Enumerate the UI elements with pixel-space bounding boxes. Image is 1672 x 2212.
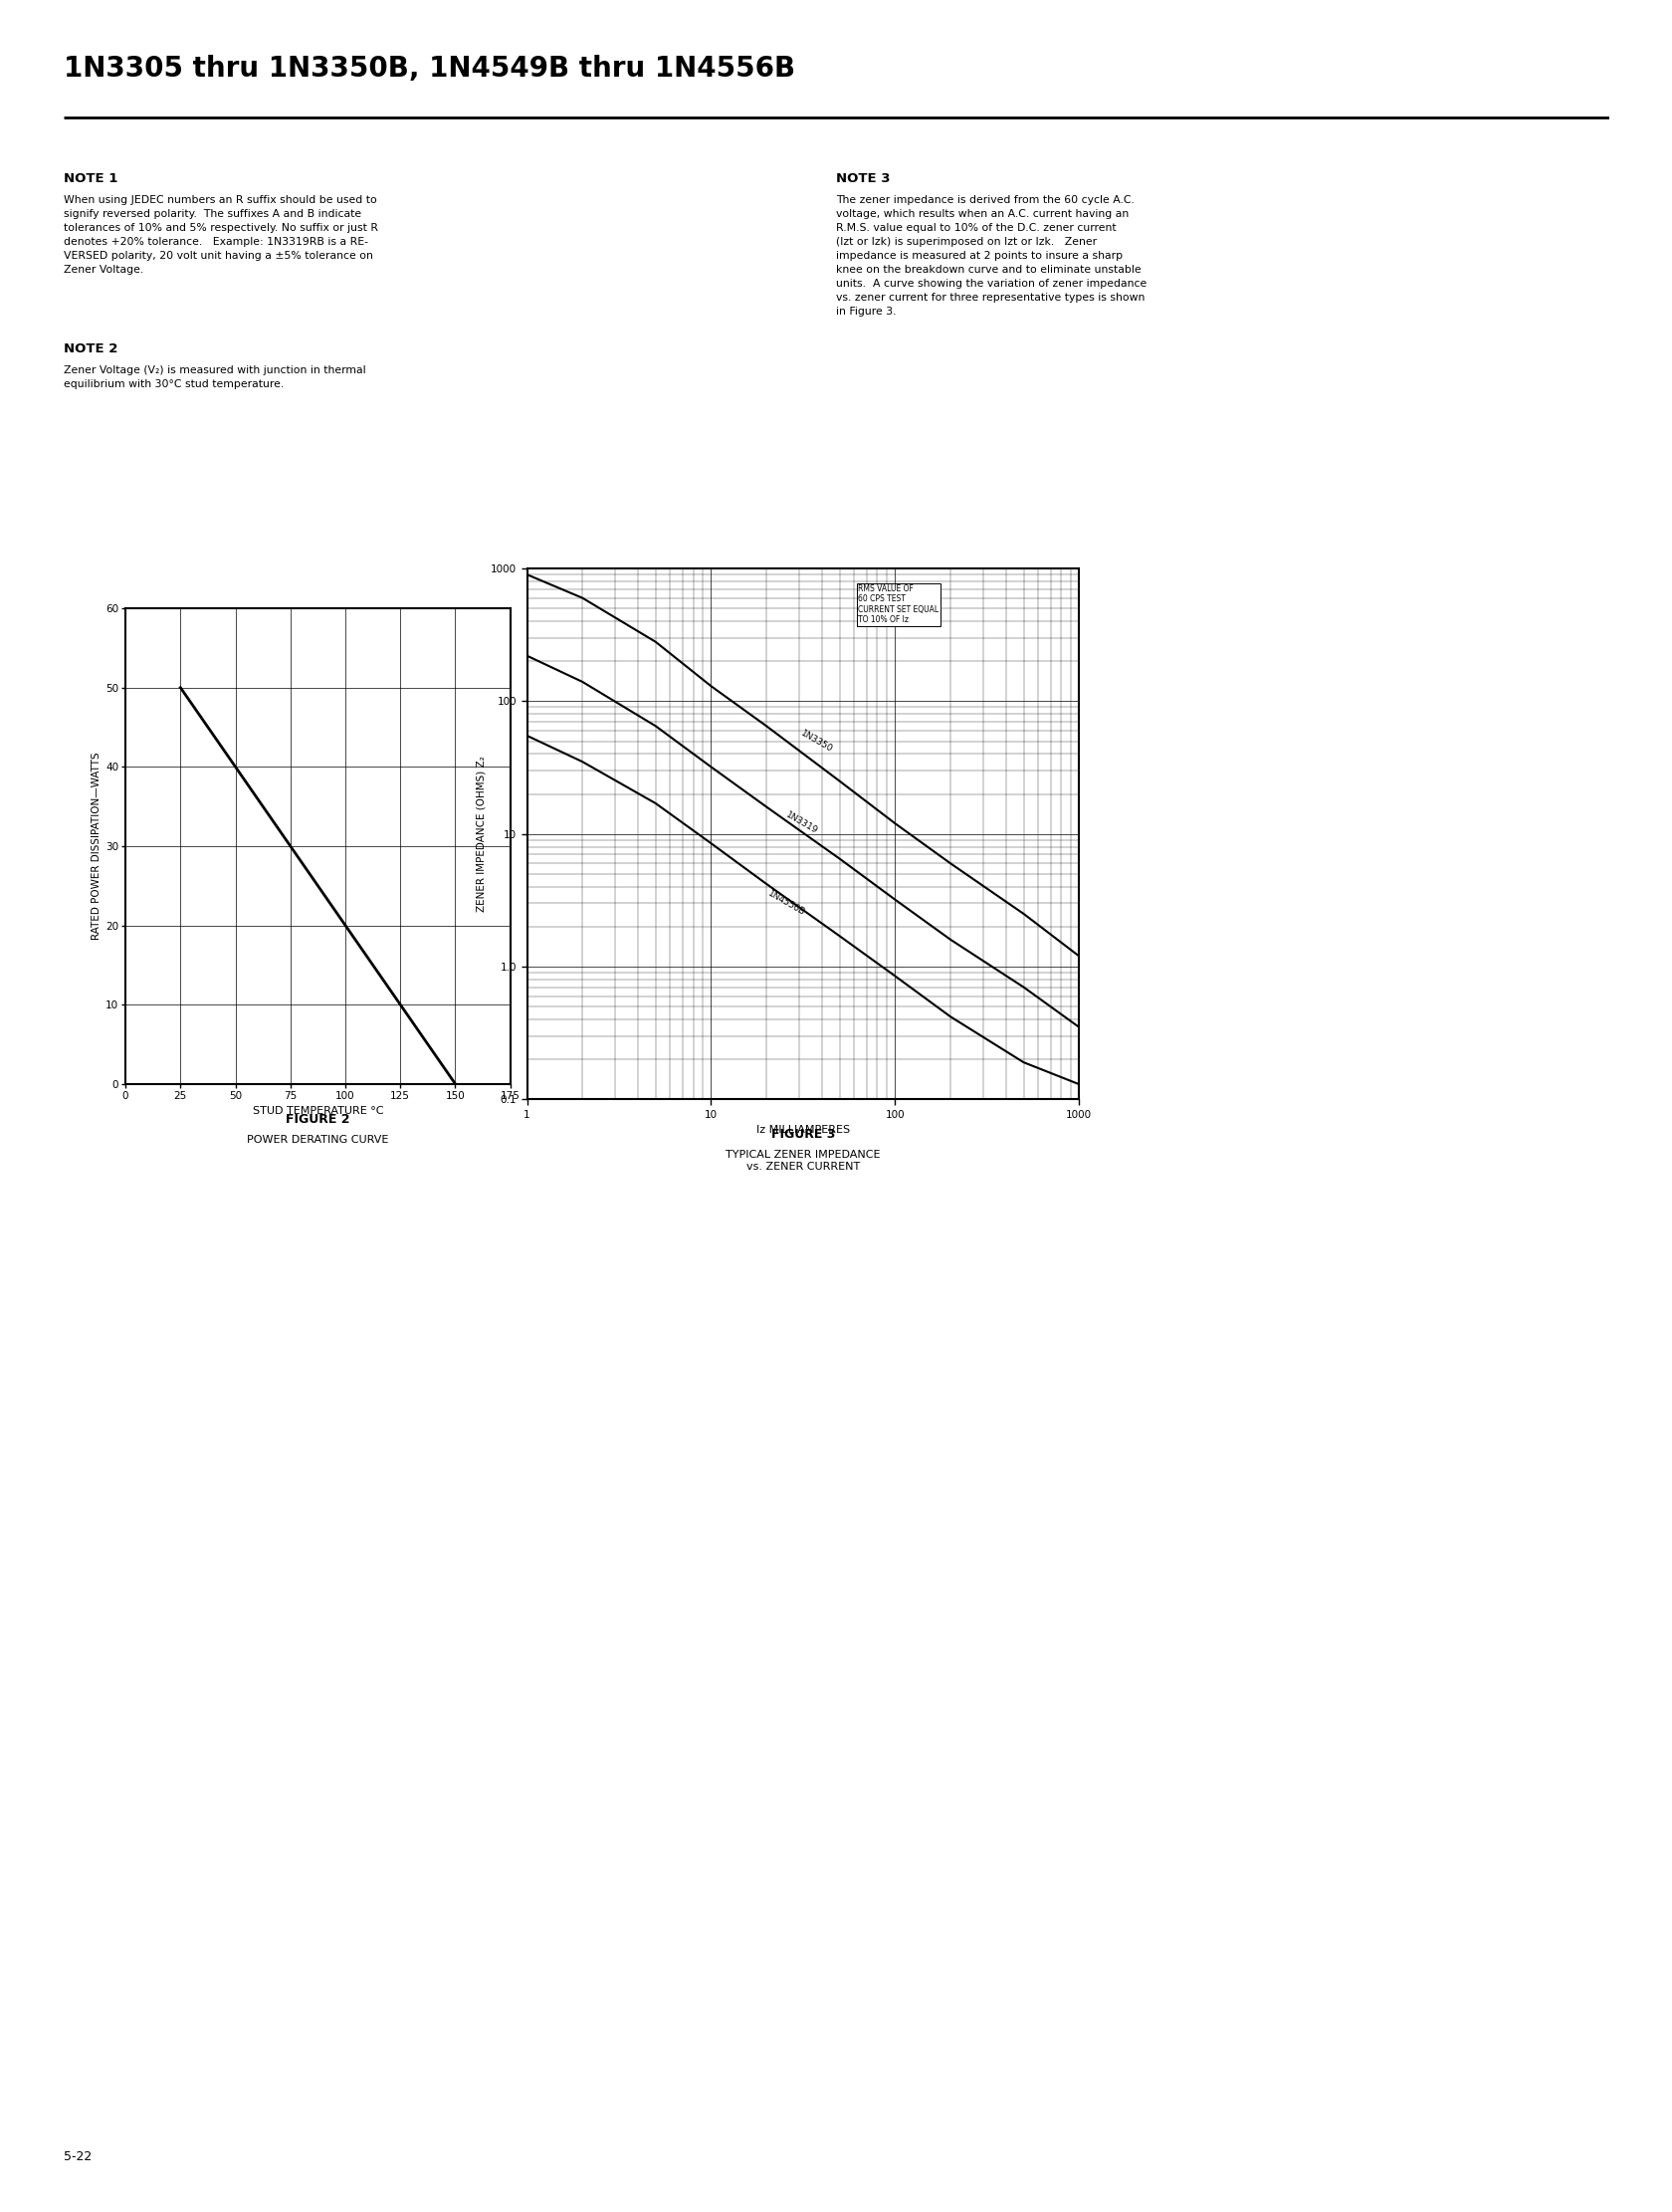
Text: POWER DERATING CURVE: POWER DERATING CURVE	[247, 1135, 388, 1146]
Text: FIGURE 3: FIGURE 3	[771, 1128, 834, 1141]
Text: Zener Voltage (V₂) is measured with junction in thermal
equilibrium with 30°C st: Zener Voltage (V₂) is measured with junc…	[64, 365, 366, 389]
Text: RMS VALUE OF
60 CPS TEST
CURRENT SET EQUAL
TO 10% OF Iz: RMS VALUE OF 60 CPS TEST CURRENT SET EQU…	[858, 584, 938, 624]
Text: 1N4556B: 1N4556B	[766, 889, 806, 918]
Text: 5-22: 5-22	[64, 2150, 92, 2163]
Text: NOTE 3: NOTE 3	[836, 173, 890, 186]
Text: 1N3305 thru 1N3350B, 1N4549B thru 1N4556B: 1N3305 thru 1N3350B, 1N4549B thru 1N4556…	[64, 55, 794, 82]
X-axis label: Iz MILLIAMPERES: Iz MILLIAMPERES	[756, 1126, 849, 1135]
Text: 1N3319: 1N3319	[784, 812, 819, 836]
Text: FIGURE 2: FIGURE 2	[286, 1113, 349, 1126]
Y-axis label: RATED POWER DISSIPATION—WATTS: RATED POWER DISSIPATION—WATTS	[92, 752, 102, 940]
Text: The zener impedance is derived from the 60 cycle A.C.
voltage, which results whe: The zener impedance is derived from the …	[836, 195, 1147, 316]
Y-axis label: ZENER IMPEDANCE (OHMS) Z₂: ZENER IMPEDANCE (OHMS) Z₂	[477, 757, 487, 911]
X-axis label: STUD TEMPERATURE °C: STUD TEMPERATURE °C	[252, 1106, 383, 1117]
Text: TYPICAL ZENER IMPEDANCE
vs. ZENER CURRENT: TYPICAL ZENER IMPEDANCE vs. ZENER CURREN…	[726, 1150, 879, 1172]
Text: NOTE 1: NOTE 1	[64, 173, 117, 186]
Text: NOTE 2: NOTE 2	[64, 343, 117, 356]
Text: When using JEDEC numbers an R suffix should be used to
signify reversed polarity: When using JEDEC numbers an R suffix sho…	[64, 195, 378, 274]
Text: 1N3350: 1N3350	[798, 728, 833, 754]
